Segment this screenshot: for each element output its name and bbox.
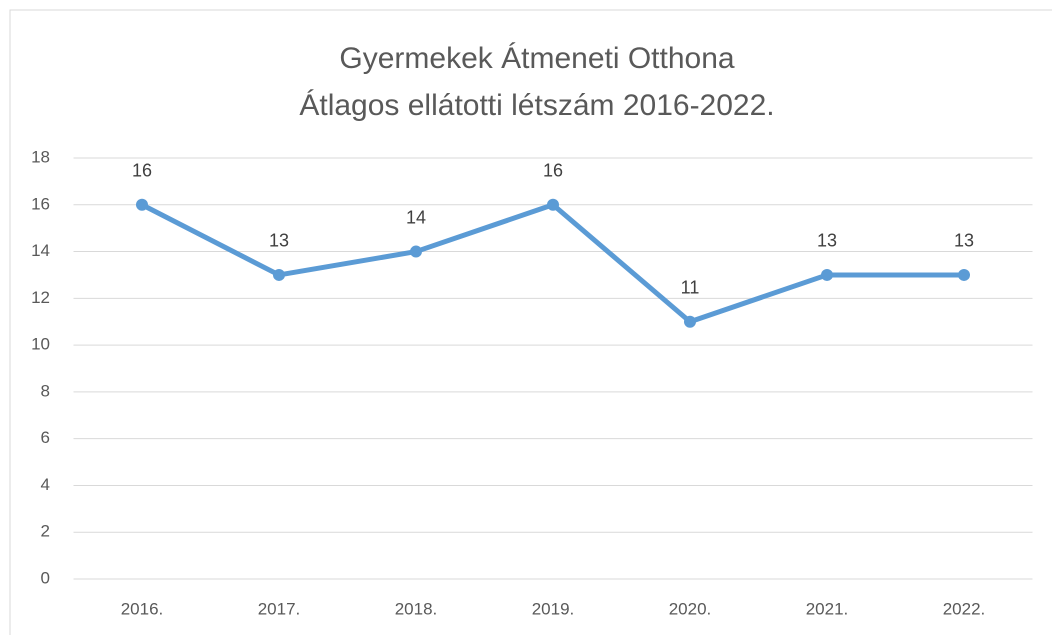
y-tick-label: 0: [41, 568, 50, 587]
marker: [547, 198, 559, 211]
marker: [410, 245, 422, 258]
chart-title: Gyermekek Átmeneti Otthona: [339, 42, 734, 75]
y-tick-label: 14: [31, 241, 50, 260]
x-tick-label: 2018.: [395, 599, 438, 618]
y-tick-label: 2: [41, 522, 50, 541]
y-tick-label: 6: [41, 428, 50, 447]
data-label: 16: [132, 161, 152, 181]
marker: [958, 268, 970, 281]
chart-subtitle: Átlagos ellátotti létszám 2016-2022.: [299, 89, 774, 122]
y-tick-label: 4: [41, 475, 50, 494]
x-tick-label: 2021.: [806, 599, 849, 618]
y-tick-label: 12: [31, 288, 50, 307]
data-label: 13: [817, 231, 837, 251]
marker: [273, 268, 285, 281]
marker: [136, 198, 148, 211]
marker: [821, 268, 833, 281]
data-label: 13: [269, 231, 289, 251]
x-tick-label: 2017.: [258, 599, 301, 618]
data-label: 13: [954, 231, 974, 251]
data-label: 16: [543, 161, 563, 181]
y-tick-label: 10: [31, 335, 50, 354]
marker: [684, 315, 696, 328]
y-tick-label: 16: [31, 194, 50, 213]
chart-border: [9, 9, 1052, 635]
x-tick-label: 2019.: [532, 599, 575, 618]
y-tick-label: 8: [41, 381, 50, 400]
data-label: 14: [406, 207, 426, 227]
data-label: 11: [681, 277, 700, 297]
y-tick-label: 18: [31, 147, 50, 166]
x-tick-label: 2016.: [121, 599, 164, 618]
x-tick-label: 2022.: [943, 599, 986, 618]
x-tick-label: 2020.: [669, 599, 712, 618]
